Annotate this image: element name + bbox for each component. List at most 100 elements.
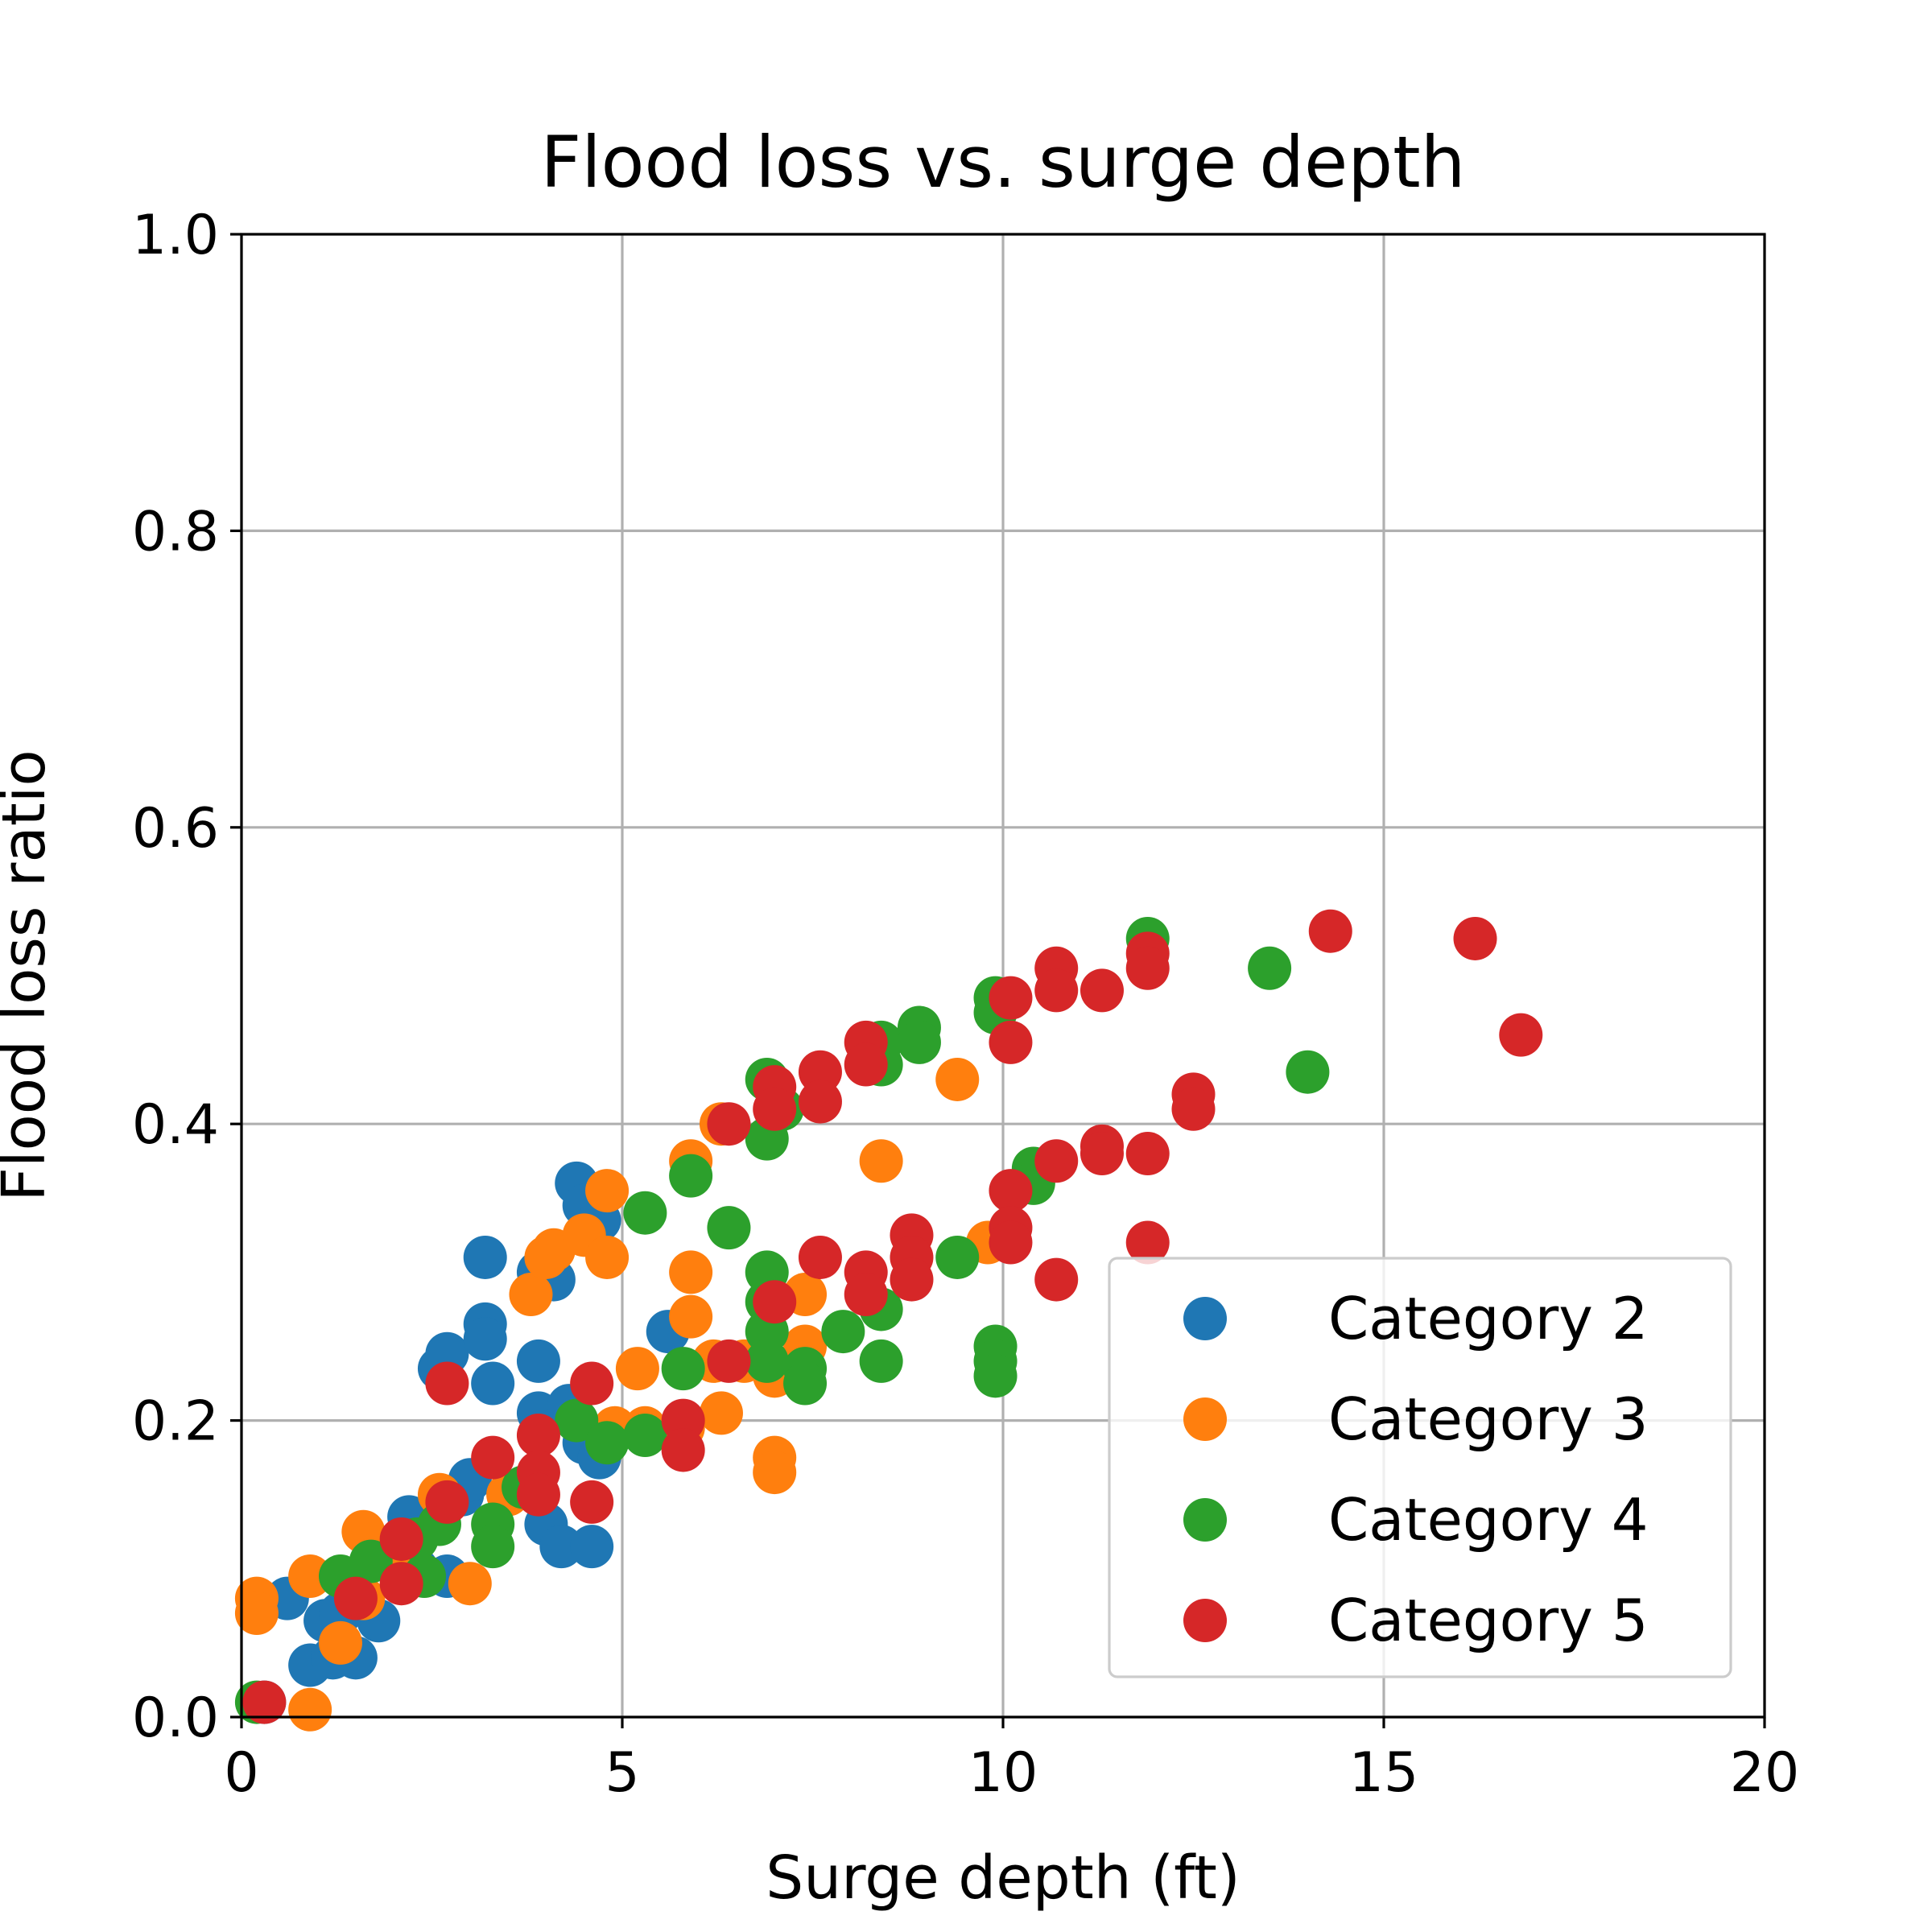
chart-title: Flood loss vs. surge depth xyxy=(541,121,1466,204)
data-point xyxy=(615,1347,659,1391)
data-point xyxy=(570,1361,614,1406)
legend-label: Category 3 xyxy=(1328,1385,1649,1453)
data-point xyxy=(1034,968,1079,1013)
y-axis-label: Flood loss ratio xyxy=(0,749,59,1201)
data-point xyxy=(783,1361,828,1406)
data-point xyxy=(471,1361,515,1406)
legend: Category 2 Category 3 Category 4 Category 5 xyxy=(1108,1257,1732,1678)
x-tick-label: 5 xyxy=(605,1741,639,1805)
data-point xyxy=(859,1139,903,1183)
legend-label: Category 4 xyxy=(1328,1486,1649,1554)
series-category-5 xyxy=(242,909,1543,1724)
x-axis-label: Surge depth (ft) xyxy=(766,1843,1240,1913)
data-point xyxy=(539,1525,584,1569)
x-tick-label: 15 xyxy=(1349,1741,1419,1805)
data-point xyxy=(798,1080,842,1124)
data-point xyxy=(570,1525,614,1569)
data-point xyxy=(745,1339,789,1383)
data-point xyxy=(463,1235,507,1279)
data-point xyxy=(333,1576,378,1620)
data-point xyxy=(1034,1139,1079,1183)
data-point xyxy=(989,1020,1033,1064)
data-point xyxy=(973,1354,1018,1398)
data-point xyxy=(989,976,1033,1020)
data-point xyxy=(661,1347,705,1391)
data-point xyxy=(623,1414,667,1458)
data-point xyxy=(753,1451,797,1495)
data-point xyxy=(471,1525,515,1569)
data-point xyxy=(844,1042,888,1087)
data-point xyxy=(379,1562,423,1606)
data-point xyxy=(623,1191,667,1235)
data-point xyxy=(821,1310,865,1354)
data-point xyxy=(379,1517,423,1561)
data-point xyxy=(1080,968,1124,1013)
data-point xyxy=(242,1680,287,1724)
data-point xyxy=(425,1480,469,1524)
x-tick-label: 20 xyxy=(1730,1741,1800,1805)
axis-ticks: 0 5 10 15 20 0.0 0.2 0.4 0.6 0.8 1.0 xyxy=(132,204,1799,1805)
data-point xyxy=(570,1480,614,1524)
data-point xyxy=(707,1206,751,1250)
data-point xyxy=(516,1414,560,1458)
data-point xyxy=(288,1554,332,1599)
data-points xyxy=(234,909,1543,1732)
y-tick-label: 1.0 xyxy=(132,204,219,267)
data-point xyxy=(859,1339,903,1383)
legend-label: Category 5 xyxy=(1328,1587,1649,1654)
data-point xyxy=(318,1620,362,1665)
data-point xyxy=(753,1280,797,1324)
data-point xyxy=(349,1539,393,1583)
data-point xyxy=(463,1317,507,1361)
data-point xyxy=(669,1250,713,1294)
data-point xyxy=(989,1169,1033,1213)
data-point xyxy=(234,1591,279,1636)
y-tick-label: 0.0 xyxy=(132,1686,219,1750)
legend-marker xyxy=(1183,1498,1227,1542)
data-point xyxy=(897,1020,941,1064)
data-point xyxy=(448,1562,492,1606)
data-point xyxy=(935,1235,980,1279)
data-point xyxy=(585,1235,630,1279)
data-point xyxy=(1499,1013,1543,1057)
data-point xyxy=(1125,946,1170,990)
legend-marker xyxy=(1183,1397,1227,1441)
legend-label: Category 2 xyxy=(1328,1285,1649,1352)
x-tick-label: 0 xyxy=(224,1741,258,1805)
data-point xyxy=(1453,916,1497,960)
y-tick-label: 0.2 xyxy=(132,1390,219,1454)
data-point xyxy=(669,1154,713,1198)
data-point xyxy=(1248,946,1292,990)
data-point xyxy=(798,1235,842,1279)
data-point xyxy=(471,1435,515,1480)
data-point xyxy=(585,1169,630,1213)
data-point xyxy=(516,1339,560,1383)
data-point xyxy=(1125,1220,1170,1265)
y-tick-label: 0.6 xyxy=(132,797,219,861)
data-point xyxy=(1080,1132,1124,1176)
data-point xyxy=(509,1273,553,1317)
data-point xyxy=(516,1472,560,1517)
data-point xyxy=(1171,1087,1216,1131)
data-point xyxy=(585,1421,630,1465)
legend-box xyxy=(1108,1257,1732,1678)
data-point xyxy=(844,1273,888,1317)
data-point xyxy=(425,1361,469,1406)
data-point xyxy=(1034,1257,1079,1302)
data-point xyxy=(661,1428,705,1472)
data-point xyxy=(1125,1132,1170,1176)
data-point xyxy=(753,1087,797,1131)
x-tick-label: 10 xyxy=(968,1741,1038,1805)
legend-marker xyxy=(1183,1297,1227,1340)
y-tick-label: 0.4 xyxy=(132,1093,219,1157)
data-point xyxy=(288,1687,332,1732)
data-point xyxy=(699,1391,743,1435)
data-point xyxy=(1286,1050,1330,1094)
data-point xyxy=(935,1057,980,1101)
data-point xyxy=(555,1398,599,1443)
data-point xyxy=(707,1102,751,1146)
data-point xyxy=(669,1294,713,1339)
data-point xyxy=(707,1339,751,1383)
legend-marker xyxy=(1183,1599,1227,1642)
